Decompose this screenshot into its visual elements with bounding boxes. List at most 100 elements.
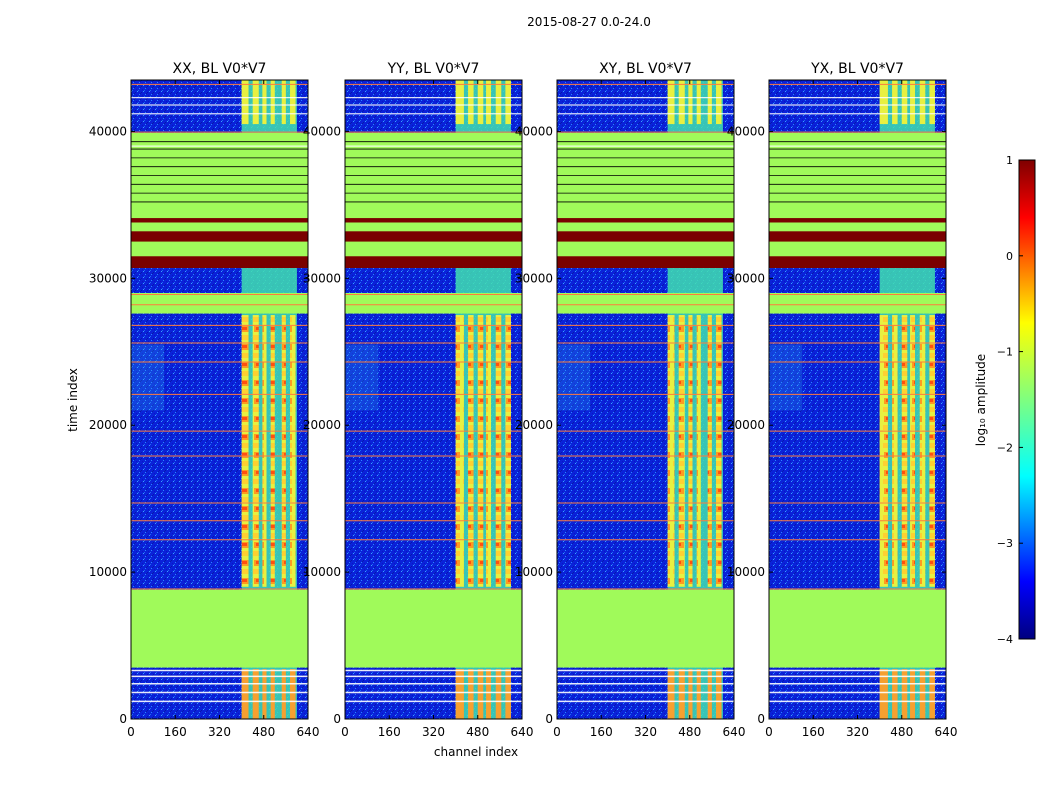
rfi-channel-bottom xyxy=(696,669,701,719)
rfi-channel xyxy=(241,315,249,587)
hot-band xyxy=(769,218,946,223)
flagged-band xyxy=(557,293,734,314)
y-tick-label: 40000 xyxy=(515,124,553,138)
y-tick-label: 20000 xyxy=(303,418,341,432)
rfi-channel xyxy=(468,315,474,587)
x-tick-label: 0 xyxy=(765,725,773,739)
rfi-channel xyxy=(270,315,275,587)
panel-title: YY, BL V0*V7 xyxy=(387,61,480,77)
colorbar-label: log₁₀ amplitude xyxy=(974,354,988,446)
panel-title: XX, BL V0*V7 xyxy=(173,61,267,77)
rfi-channel xyxy=(688,315,693,587)
y-tick-label: 0 xyxy=(757,712,765,726)
rfi-channel-top xyxy=(241,80,249,125)
panel-title: YX, BL V0*V7 xyxy=(810,61,904,77)
x-tick-label: 160 xyxy=(378,725,401,739)
hot-band xyxy=(131,231,308,242)
colorbar-gradient xyxy=(1018,159,1036,640)
rfi-channel-bottom xyxy=(505,669,511,719)
y-tick-label: 10000 xyxy=(89,565,127,579)
colorbar-ticks: 1 0 −1 −2 −3 −4 xyxy=(997,154,1023,646)
rfi-channel-bottom xyxy=(486,669,492,719)
flagged-band xyxy=(557,132,734,269)
flagged-band xyxy=(557,589,734,668)
hot-band xyxy=(345,231,522,242)
rfi-channel-bottom xyxy=(910,669,916,719)
flagged-band xyxy=(131,293,308,314)
rfi-channel xyxy=(901,315,908,587)
rfi-channel-bottom xyxy=(919,669,926,719)
hot-band xyxy=(557,256,734,269)
rfi-channel xyxy=(262,315,267,587)
colorbar-tick-label: −3 xyxy=(997,537,1013,550)
rfi-channel-bottom xyxy=(929,669,935,719)
hot-band xyxy=(345,218,522,223)
rfi-channel-bottom xyxy=(270,669,275,719)
x-tick-label: 480 xyxy=(252,725,275,739)
rfi-channel xyxy=(910,315,916,587)
rfi-channel-bottom xyxy=(688,669,693,719)
heatmap-haze xyxy=(131,344,165,411)
x-tick-label: 480 xyxy=(890,725,913,739)
flagged-band xyxy=(345,589,522,668)
rfi-channel-top xyxy=(281,80,286,125)
rfi-channel-bottom xyxy=(241,669,249,719)
hot-band xyxy=(131,218,308,223)
panel-title: XY, BL V0*V7 xyxy=(599,61,692,77)
rfi-channel-bottom xyxy=(477,669,484,719)
y-tick-label: 0 xyxy=(545,712,553,726)
rfi-channel-top xyxy=(455,80,464,125)
x-tick-label: 640 xyxy=(511,725,534,739)
rfi-channel-bottom xyxy=(495,669,502,719)
heatmap-haze xyxy=(769,344,803,411)
x-tick-label: 320 xyxy=(846,725,869,739)
flagged-band xyxy=(769,132,946,269)
y-tick-label: 10000 xyxy=(303,565,341,579)
x-tick-label: 480 xyxy=(466,725,489,739)
rfi-channel-top xyxy=(486,80,492,125)
y-axis-label: time index xyxy=(66,368,80,432)
y-tick-label: 30000 xyxy=(515,271,553,285)
y-tick-label: 30000 xyxy=(303,271,341,285)
flagged-band xyxy=(131,589,308,668)
hot-band xyxy=(769,231,946,242)
y-tick-label: 40000 xyxy=(727,124,765,138)
x-tick-label: 320 xyxy=(634,725,657,739)
rfi-channel-top xyxy=(929,80,935,125)
panels: XX, BL V0*V7 0 160 320 480 640 0 10000 20000 3000… xyxy=(89,61,958,739)
flagged-band xyxy=(345,132,522,269)
rfi-channel-top xyxy=(477,80,484,125)
colorbar-tick-label: 0 xyxy=(1006,250,1013,263)
heatmap-haze xyxy=(345,344,379,411)
heatmap-haze xyxy=(557,344,591,411)
y-tick-label: 40000 xyxy=(89,124,127,138)
x-tick-label: 480 xyxy=(678,725,701,739)
y-tick-label: 10000 xyxy=(727,565,765,579)
rfi-channel xyxy=(477,315,484,587)
flagged-band xyxy=(769,589,946,668)
x-tick-label: 0 xyxy=(127,725,135,739)
y-tick-label: 20000 xyxy=(89,418,127,432)
hot-band xyxy=(557,231,734,242)
rfi-channel-bottom xyxy=(252,669,259,719)
figure-suptitle: 2015-08-27 0.0-24.0 xyxy=(527,15,651,29)
rfi-channel-bottom xyxy=(901,669,908,719)
rfi-channel-top xyxy=(678,80,685,125)
flagged-band xyxy=(345,293,522,314)
colorbar: 1 0 −1 −2 −3 −4 log₁₀ amplitude xyxy=(974,154,1036,646)
rfi-channel-top xyxy=(696,80,701,125)
y-tick-label: 0 xyxy=(333,712,341,726)
rfi-channel xyxy=(667,315,675,587)
rfi-channel xyxy=(281,315,286,587)
rfi-channel-bottom xyxy=(290,669,296,719)
rfi-channel xyxy=(455,315,464,587)
rfi-channel xyxy=(290,315,296,587)
rfi-channel-top xyxy=(505,80,511,125)
y-tick-label: 20000 xyxy=(515,418,553,432)
rfi-channel xyxy=(252,315,259,587)
y-tick-label: 20000 xyxy=(727,418,765,432)
x-tick-label: 320 xyxy=(208,725,231,739)
y-tick-label: 0 xyxy=(119,712,127,726)
x-tick-label: 640 xyxy=(723,725,746,739)
flagged-band xyxy=(769,293,946,314)
